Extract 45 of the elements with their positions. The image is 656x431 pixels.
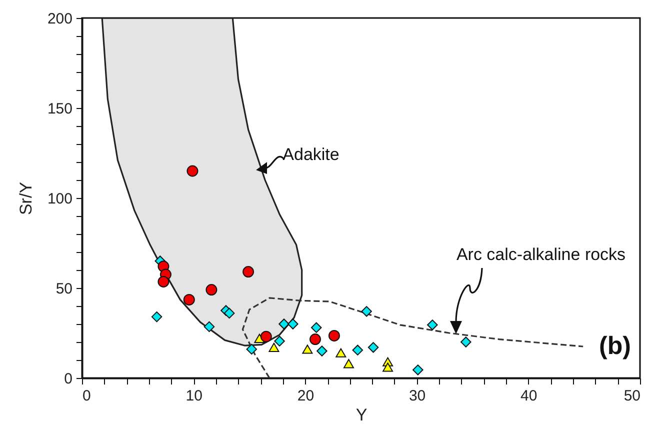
point — [316, 346, 328, 356]
point — [361, 306, 372, 317]
point — [343, 358, 354, 368]
point — [382, 362, 394, 372]
x-tick-label: 20 — [297, 388, 314, 404]
point — [186, 165, 198, 177]
x-axis-title: Y — [356, 406, 368, 424]
point — [183, 294, 195, 306]
y-tick-label: 50 — [56, 280, 72, 298]
x-tick-label: 50 — [624, 388, 640, 404]
x-tick-label: 0 — [82, 388, 91, 404]
x-tick-label: 30 — [408, 388, 426, 404]
point — [328, 330, 340, 342]
y-tick-label: 0 — [64, 370, 72, 388]
point — [368, 342, 379, 353]
point — [224, 308, 235, 319]
annotation: (b) — [599, 332, 631, 360]
y-tick-label: 100 — [47, 190, 72, 208]
point — [151, 311, 162, 322]
y-tick-label: 150 — [47, 100, 72, 118]
line-series — [242, 297, 584, 378]
point — [268, 342, 280, 352]
point — [302, 344, 313, 354]
point — [336, 348, 346, 358]
y-tick-label: 200 — [47, 10, 72, 28]
series-label: Adakite — [282, 145, 340, 164]
point — [242, 266, 254, 278]
x-tick-label: 40 — [520, 388, 538, 404]
point — [158, 276, 170, 288]
x-tick-label: 10 — [186, 388, 202, 404]
y-axis-title: Sr/Y — [16, 182, 36, 216]
point — [310, 334, 321, 346]
text: Arc calc-alkaline rocks — [456, 245, 626, 264]
point — [310, 322, 322, 333]
point — [246, 344, 258, 355]
point — [460, 336, 472, 348]
point — [206, 284, 218, 296]
point — [412, 364, 424, 376]
point — [278, 318, 290, 330]
point — [352, 344, 364, 356]
point — [204, 321, 215, 332]
point — [427, 320, 438, 330]
point — [260, 330, 272, 342]
point — [274, 336, 285, 346]
point — [288, 318, 298, 330]
